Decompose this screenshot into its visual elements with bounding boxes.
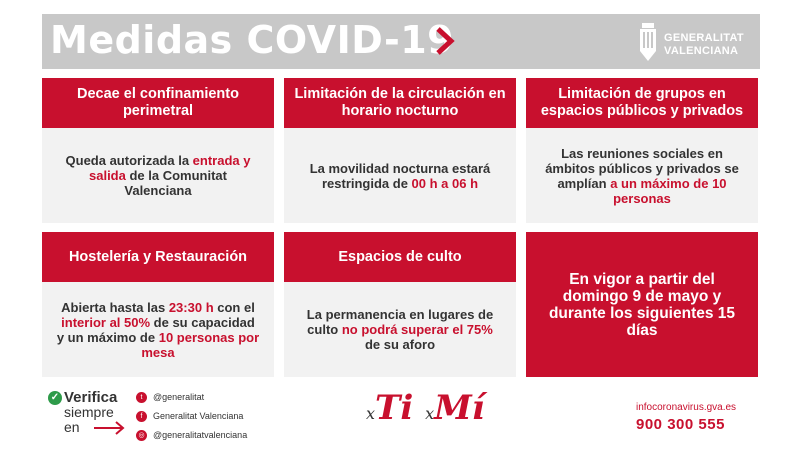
arrow-right-icon (94, 421, 125, 435)
body-text: Las reuniones sociales en ámbitos públic… (545, 145, 739, 191)
verify-line1: Verifica (64, 389, 118, 406)
highlight-text: 23:30 h (168, 299, 214, 315)
verify-block: ✓ Verifica siempre en (48, 389, 118, 436)
card-body: La permanencia en lugares de culto no po… (284, 282, 516, 377)
instagram-link[interactable]: ◎ @generalitatvalenciana (136, 426, 247, 445)
slogan-ti: Ti (375, 388, 414, 428)
logo-line2: VALENCIANA (664, 45, 739, 57)
en-vigor-text: En vigor a partir del domingo 9 de mayo … (548, 270, 736, 339)
card-title: Limitación de la circulación en horario … (284, 78, 516, 128)
twitter-icon: t (136, 392, 147, 404)
facebook-icon: f (136, 411, 147, 423)
card-hosteleria: Hostelería y Restauración Abierta hasta … (42, 232, 274, 377)
body-text: La movilidad nocturna estará restringida… (309, 160, 491, 191)
page-title: Medidas COVID-19 (50, 18, 455, 62)
social-links: t @generalitat f Generalitat Valenciana ◎ @… (136, 388, 247, 445)
slogan-mi: Mí (434, 388, 485, 428)
card-body: Abierta hasta las 23:30 h con el interio… (42, 282, 274, 377)
highlight-text: no podrá superar el 75% (341, 322, 493, 337)
instagram-icon: ◎ (136, 430, 147, 442)
instagram-handle: @generalitatvalenciana (153, 430, 248, 440)
phone-number[interactable]: 900 300 555 (636, 416, 725, 433)
card-culto: Espacios de culto La permanencia en luga… (284, 232, 516, 377)
body-text: de su capacidad y un máximo de (56, 314, 255, 345)
verify-line3: en (64, 419, 80, 436)
card-body: La movilidad nocturna estará restringida… (284, 128, 516, 223)
card-confinamiento: Decae el confinamiento perimetral Queda … (42, 78, 274, 223)
card-title: Espacios de culto (284, 232, 516, 282)
slogan: xTi xMí (366, 388, 485, 428)
highlight-text: interior al 50% (61, 314, 151, 330)
verify-line2: siempre (64, 404, 114, 421)
crest-icon (640, 23, 656, 61)
card-title: Decae el confinamiento perimetral (42, 78, 274, 128)
twitter-handle: @generalitat (153, 392, 205, 402)
website-link[interactable]: infocoronavirus.gva.es (636, 402, 737, 413)
slogan-x1: x (366, 404, 376, 423)
facebook-handle: Generalitat Valenciana (153, 411, 244, 421)
highlight-text: entrada y salida (89, 153, 251, 183)
body-text: Queda autorizada la (65, 153, 193, 168)
body-text: de la Comunitat Valenciana (124, 168, 227, 198)
check-icon: ✓ (48, 391, 62, 406)
card-body: Queda autorizada la entrada y salida de … (42, 128, 274, 223)
generalitat-logo: GENERALITAT VALENCIANA (634, 22, 760, 64)
body-text: Abierta hasta las (61, 299, 169, 315)
body-text: con el (213, 299, 255, 315)
chevron-right-icon (436, 27, 455, 55)
card-title: Limitación de grupos en espacios público… (526, 78, 758, 128)
footer: ✓ Verifica siempre en t @generalitat f Gene… (0, 380, 800, 450)
header-banner: Medidas COVID-19 GENERALITAT VALENCIANA (42, 14, 760, 69)
facebook-link[interactable]: f Generalitat Valenciana (136, 407, 247, 426)
card-circulacion: Limitación de la circulación en horario … (284, 78, 516, 223)
card-body: Las reuniones sociales en ámbitos públic… (526, 128, 758, 223)
highlight-text: 10 personas por mesa (141, 329, 260, 360)
body-text: La permanencia en lugares de culto (306, 307, 494, 337)
contact-block: infocoronavirus.gva.es 900 300 555 (636, 402, 736, 433)
slogan-x2: x (425, 404, 435, 423)
body-text: de su aforo (364, 337, 436, 352)
card-title: Hostelería y Restauración (42, 232, 274, 282)
twitter-link[interactable]: t @generalitat (136, 388, 247, 407)
highlight-text: 00 h a 06 h (411, 175, 479, 191)
card-grupos: Limitación de grupos en espacios público… (526, 78, 758, 223)
card-en-vigor: En vigor a partir del domingo 9 de mayo … (526, 232, 758, 377)
logo-line1: GENERALITAT (664, 32, 744, 44)
highlight-text: a un máximo de 10 personas (610, 175, 727, 206)
